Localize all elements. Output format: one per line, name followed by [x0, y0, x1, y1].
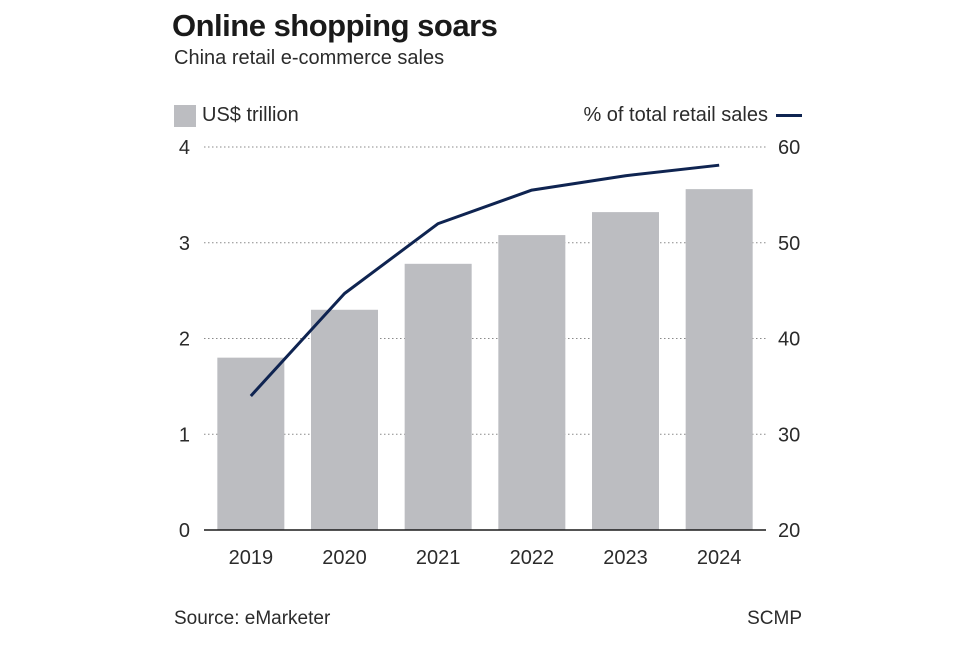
bar-2019 — [217, 357, 285, 530]
legend-line-label: % of total retail sales — [583, 104, 768, 126]
chart-subtitle: China retail e-commerce sales — [174, 47, 445, 69]
x-tick-label: 2023 — [603, 547, 648, 569]
y-left-tick-label: 3 — [179, 233, 190, 255]
x-tick-label: 2022 — [510, 547, 555, 569]
legend-bars: US$ trillion — [174, 104, 299, 127]
legend-bars-label: US$ trillion — [202, 104, 299, 126]
credit-note: SCMP — [747, 608, 802, 629]
y-left-tick-label: 1 — [179, 424, 190, 446]
chart-title: Online shopping soars — [172, 8, 498, 43]
x-tick-label: 2019 — [229, 547, 274, 569]
bar-2023 — [592, 212, 659, 531]
y-right-tick-label: 20 — [778, 520, 800, 542]
y-right-tick-label: 40 — [778, 329, 800, 351]
y-right-tick-label: 50 — [778, 233, 800, 255]
y-right-tick-label: 60 — [778, 137, 800, 159]
x-tick-label: 2020 — [322, 547, 367, 569]
x-tick-label: 2024 — [697, 547, 742, 569]
source-note: Source: eMarketer — [174, 608, 331, 629]
y-left-tick-label: 2 — [179, 329, 190, 351]
y-left-tick-label: 0 — [179, 520, 190, 542]
y-right-tick-label: 30 — [778, 424, 800, 446]
x-tick-label: 2021 — [416, 547, 461, 569]
y-left-tick-label: 4 — [179, 137, 190, 159]
bar-2022 — [498, 235, 566, 530]
bar-2021 — [404, 263, 472, 530]
bar-2020 — [311, 309, 378, 530]
legend-line-swatch — [776, 114, 802, 117]
legend-line: % of total retail sales — [583, 104, 802, 127]
bar-2024 — [685, 189, 753, 530]
line-series-retail-share — [249, 163, 720, 397]
legend-bar-swatch — [174, 104, 196, 127]
